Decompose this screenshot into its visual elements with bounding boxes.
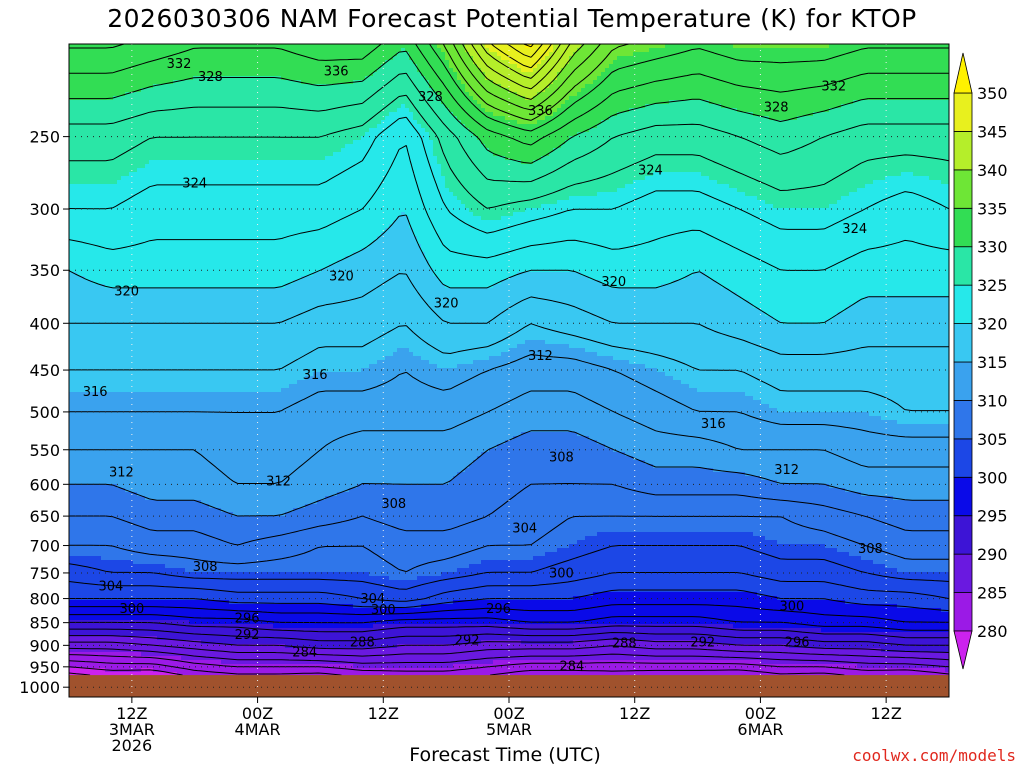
y-tick-label: 850: [29, 614, 60, 633]
contour-label: 332: [167, 57, 192, 72]
contour-label: 312: [109, 466, 134, 481]
x-tick-label: 5MAR: [486, 720, 532, 739]
contour-label: 304: [512, 522, 537, 537]
contour-label: 292: [455, 634, 480, 649]
y-tick-label: 1000: [19, 678, 60, 697]
colorbar-label: 305: [977, 430, 1008, 449]
contour-label: 308: [858, 542, 883, 557]
contour-label: 328: [418, 90, 443, 105]
contour-label: 320: [329, 269, 354, 284]
x-tick-label: 12Z: [368, 704, 399, 723]
colorbar-bin: [954, 516, 972, 554]
contour-label: 336: [324, 65, 349, 80]
contour-label: 296: [785, 636, 810, 651]
contour-label: 300: [549, 566, 574, 581]
y-tick-label: 550: [29, 441, 60, 460]
x-tick-label: 12Z: [619, 704, 650, 723]
colorbar-bin: [954, 170, 972, 208]
colorbar-bin: [954, 554, 972, 592]
site-credit: coolwx.com/models: [852, 746, 1016, 765]
colorbar-bin: [954, 208, 972, 246]
contour-label: 300: [371, 603, 396, 618]
x-tick-label: 4MAR: [235, 720, 281, 739]
colorbar-label: 295: [977, 507, 1008, 526]
colorbar-bin: [954, 131, 972, 169]
x-tick-label: 12Z: [870, 704, 901, 723]
y-tick-label: 700: [29, 537, 60, 556]
colorbar-label: 300: [977, 468, 1008, 487]
colorbar-label: 315: [977, 353, 1008, 372]
contour-label: 324: [182, 177, 207, 192]
y-tick-label: 900: [29, 636, 60, 655]
y-tick-label: 650: [29, 507, 60, 526]
contour-label: 320: [434, 296, 459, 311]
pressure-axis: 250 300 350 400 450 500 550 600 650 700 750 800 850 9…: [19, 128, 69, 698]
contour-label: 324: [842, 222, 867, 237]
contour-label: 288: [350, 636, 375, 651]
colorbar-bin: [954, 247, 972, 285]
colorbar-label: 310: [977, 391, 1008, 410]
y-tick-label: 450: [29, 361, 60, 380]
colorbar-bin: [954, 93, 972, 131]
contour-label: 296: [486, 602, 511, 617]
contour-label: 292: [235, 628, 260, 643]
contour-label: 320: [114, 285, 139, 300]
colorbar-label: 325: [977, 276, 1008, 295]
contour-label: 316: [701, 417, 726, 432]
colorbar-label: 285: [977, 584, 1008, 603]
contour-label: 284: [559, 659, 584, 674]
contour-label: 288: [612, 637, 637, 652]
colorbar-label: 280: [977, 622, 1008, 641]
colorbar-label: 345: [977, 122, 1008, 141]
contour-label: 316: [83, 385, 108, 400]
y-tick-label: 600: [29, 475, 60, 494]
colorbar-label: 290: [977, 545, 1008, 564]
x-tick-label: 6MAR: [737, 720, 783, 739]
y-tick-label: 250: [29, 128, 60, 147]
colorbar-bin: [954, 285, 972, 323]
contour-label: 312: [774, 463, 799, 478]
colorbar-bin: [954, 477, 972, 515]
contour-label: 328: [764, 100, 789, 115]
contour-label: 316: [303, 368, 328, 383]
contour-label: 312: [266, 474, 291, 489]
colorbar-bin: [954, 400, 972, 438]
contour-label: 308: [549, 450, 574, 465]
y-tick-label: 950: [29, 658, 60, 677]
colorbar-bin: [954, 362, 972, 400]
y-tick-label: 800: [29, 590, 60, 609]
colorbar-label: 340: [977, 161, 1008, 180]
colorbar-bin: [954, 439, 972, 477]
colorbar-bin: [954, 593, 972, 631]
colorbar-label: 335: [977, 199, 1008, 218]
contour-label: 296: [235, 611, 260, 626]
contour-label: 336: [528, 104, 553, 119]
y-tick-label: 750: [29, 564, 60, 583]
y-tick-label: 300: [29, 200, 60, 219]
colorbar-label: 330: [977, 238, 1008, 257]
contour-label: 328: [198, 70, 223, 85]
colorbar-label: 320: [977, 315, 1008, 334]
y-tick-label: 350: [29, 261, 60, 280]
contour-label: 304: [98, 579, 123, 594]
contour-label: 320: [601, 275, 626, 290]
contour-label: 292: [690, 635, 715, 650]
contour-label: 308: [381, 497, 406, 512]
contour-label: 312: [528, 349, 553, 364]
contour-label: 324: [638, 164, 663, 179]
y-tick-label: 500: [29, 403, 60, 422]
colorbar: 280 285 290 295 300 305 310 315 320 325 330 335 340 3…: [954, 53, 1008, 669]
y-tick-label: 400: [29, 314, 60, 333]
contour-label: 332: [821, 79, 846, 94]
contour-label: 300: [779, 599, 804, 614]
colorbar-bin: [954, 324, 972, 362]
contour-label: 300: [119, 602, 144, 617]
colorbar-bottom-arrow: [954, 631, 972, 669]
colorbar-top-arrow: [954, 53, 972, 93]
colorbar-label: 350: [977, 84, 1008, 103]
contour-label: 284: [292, 645, 317, 660]
contour-label: 308: [193, 560, 218, 575]
